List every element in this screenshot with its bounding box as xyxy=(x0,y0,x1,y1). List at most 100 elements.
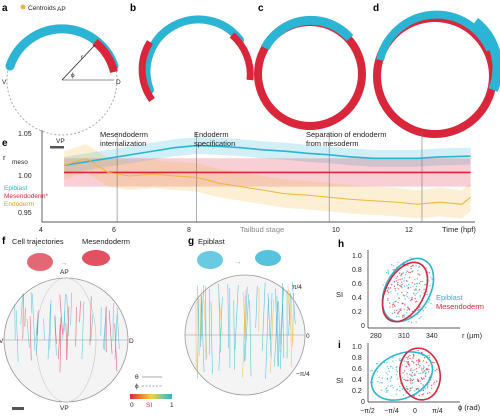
e-series-endoderm xyxy=(63,157,471,205)
i-scatter-point xyxy=(434,369,437,372)
h-scatter-point xyxy=(402,316,404,318)
h-scatter-point xyxy=(393,265,395,267)
f-trajectory-line xyxy=(30,292,33,314)
i-scatter-point xyxy=(426,387,429,389)
i-scatter-point xyxy=(410,368,412,370)
h-scatter-point xyxy=(416,300,418,303)
h-scatter-point xyxy=(387,299,389,302)
panel-b: b xyxy=(130,3,254,103)
f-vp: VP xyxy=(60,405,69,412)
h-scatter-point xyxy=(402,294,405,296)
embryo-outline-a xyxy=(6,24,118,136)
h-scatter-point xyxy=(410,265,412,268)
i-scatter-point xyxy=(411,386,414,388)
h-scatter-point xyxy=(431,278,433,280)
i-scatter-point xyxy=(379,382,381,384)
i-scatter-point xyxy=(424,372,427,375)
h-scatter-point xyxy=(408,320,410,323)
i-scatter-point xyxy=(381,377,384,379)
i-scatter-point xyxy=(375,362,378,365)
h-scatter-point xyxy=(400,273,403,276)
h-scatter-point xyxy=(406,285,408,287)
h-scatter-point xyxy=(423,284,426,286)
i-scatter-point xyxy=(399,359,401,362)
h-xtick-1: 310 xyxy=(398,333,410,340)
h-scatter-point xyxy=(410,267,412,270)
g-trajectory-line xyxy=(291,295,293,343)
g-trajectory-line xyxy=(218,294,223,335)
d-label-a: D xyxy=(116,79,121,86)
i-xtick-3: π/4 xyxy=(432,408,443,415)
f-trajectory-line xyxy=(66,294,70,337)
h-legend-2: Mesendoderm xyxy=(436,302,484,311)
h-scatter-point xyxy=(401,281,403,283)
h-scatter-point xyxy=(386,290,389,292)
i-scatter-point xyxy=(421,351,423,354)
e-xtick-2: 8 xyxy=(187,227,191,234)
i-scatter-point xyxy=(409,357,411,360)
h-scatter-point xyxy=(413,283,416,285)
f-trajectory-line xyxy=(59,294,63,335)
i-scatter-point xyxy=(403,360,406,362)
i-scatter-point xyxy=(433,361,435,364)
h-scatter-point xyxy=(382,284,384,286)
i-scatter-point xyxy=(386,377,389,380)
g-trajectory-line xyxy=(265,298,269,379)
i-scatter-point xyxy=(405,365,408,368)
panel-g: g Epiblast → π/4 0 −π/4 xyxy=(184,236,310,396)
i-scatter-point xyxy=(422,384,424,386)
i-scatter-point xyxy=(420,383,422,385)
i-scatter-point xyxy=(415,363,418,366)
legend-mesendoderm: Mesendoderm* xyxy=(4,193,49,200)
h-scatter-point xyxy=(397,301,399,304)
i-scatter-point xyxy=(428,368,430,371)
i-scatter-point xyxy=(415,368,418,370)
i-scatter-point xyxy=(389,380,392,382)
h-ytick-1: 0.8 xyxy=(352,267,362,274)
annot-1b: internalization xyxy=(100,139,146,148)
i-scatter-point xyxy=(422,393,424,395)
i-scatter-point xyxy=(422,360,425,362)
h-scatter-point xyxy=(394,289,397,292)
h-scatter-point xyxy=(415,292,417,295)
i-scatter-point xyxy=(399,385,401,388)
i-scatter-point xyxy=(427,368,429,371)
i-scatter-point xyxy=(378,376,381,378)
i-ytick-4: 0.2 xyxy=(352,388,362,395)
h-scatter-point xyxy=(395,300,397,302)
f-trajectory-line xyxy=(54,315,57,345)
f-trajectory-line xyxy=(90,314,94,342)
g-trajectory-line xyxy=(203,300,208,358)
h-scatter-point xyxy=(393,304,396,307)
f-trajectories xyxy=(14,292,120,373)
i-xlabel: ϕ (rad) xyxy=(458,403,481,412)
h-scatter-point xyxy=(419,296,421,298)
h-scatter-point xyxy=(388,288,390,290)
i-scatter-point xyxy=(389,377,392,380)
i-scatter-point xyxy=(421,369,423,371)
i-scatter-point xyxy=(386,361,388,364)
i-scatter-point xyxy=(399,357,401,360)
i-scatter-point xyxy=(418,366,420,369)
i-scatter-point xyxy=(433,381,436,384)
h-scatter-point xyxy=(409,299,412,302)
i-scatter-point xyxy=(427,385,429,387)
g-trajectory-line xyxy=(292,293,295,347)
f-trajectory-line xyxy=(20,294,23,325)
i-scatter-point xyxy=(413,372,416,375)
i-scatter-point xyxy=(426,361,428,364)
panel-label-h: h xyxy=(338,239,344,250)
f-trajectory-line xyxy=(54,317,57,356)
h-scatter-point xyxy=(429,285,431,287)
g-trajectory-line xyxy=(280,289,284,370)
h-scatter-point xyxy=(412,264,414,267)
e-xtick-0: 4 xyxy=(39,227,43,234)
h-scatter-point xyxy=(415,285,418,288)
h-scatter-point xyxy=(407,287,410,289)
h-scatter-point xyxy=(404,298,406,300)
f-trajectory-line xyxy=(24,308,26,327)
g-trajectory-line xyxy=(288,293,291,336)
h-scatter-point xyxy=(393,309,396,312)
f-trajectory-line xyxy=(32,293,36,351)
i-scatter-point xyxy=(408,365,411,367)
